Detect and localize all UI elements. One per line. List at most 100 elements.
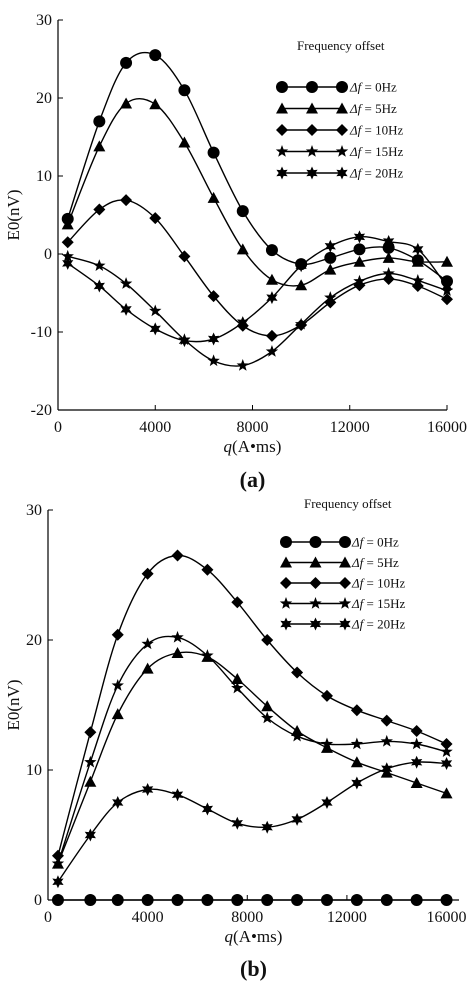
legend-entry-symbol: Δf xyxy=(351,617,366,632)
legend-marker xyxy=(306,166,318,180)
legend-entry-value: = 10Hz xyxy=(363,576,405,591)
data-point-marker xyxy=(61,236,74,249)
legend-entry-value: = 20Hz xyxy=(363,617,405,632)
legend-marker xyxy=(335,145,349,157)
x-tick-label: 16000 xyxy=(427,419,467,436)
y-tick-label: 0 xyxy=(34,892,42,909)
data-point-marker xyxy=(111,894,124,906)
legend-marker xyxy=(336,81,348,93)
legend-marker xyxy=(280,577,292,589)
legend-entry-symbol: Δf xyxy=(351,555,366,570)
panel-label: (a) xyxy=(240,467,266,492)
data-point-marker xyxy=(441,255,453,267)
legend-entry-label: Δf = 10Hz xyxy=(351,576,405,591)
legend-entry-value: = 20Hz xyxy=(361,166,403,181)
data-point-marker xyxy=(178,250,191,263)
legend-entry-value: = 0Hz xyxy=(361,80,397,95)
data-point-marker xyxy=(320,737,334,750)
series-circle xyxy=(51,894,453,906)
x-axis-label-variable: q xyxy=(224,437,233,456)
y-tick-label: 20 xyxy=(36,90,52,107)
data-point-marker xyxy=(291,812,303,826)
data-point-marker xyxy=(380,894,393,906)
series-line xyxy=(57,635,447,864)
legend-entry-value: = 15Hz xyxy=(363,596,405,611)
data-point-marker xyxy=(410,777,423,788)
panel-label: (b) xyxy=(240,956,267,981)
legend-entry-symbol: Δf xyxy=(351,535,366,550)
chart-panel-b: 0 4000 8000 12000 16000 0 10 20 30 q(A•ms) E0(nV) (… xyxy=(4,496,467,981)
y-tick-label: 0 xyxy=(44,246,52,263)
data-point-marker xyxy=(120,97,133,109)
data-point-marker xyxy=(261,820,273,834)
data-point-marker xyxy=(201,649,214,661)
data-point-marker xyxy=(120,194,133,207)
y-axis-label: E0(nV) xyxy=(4,680,23,731)
data-point-marker xyxy=(440,738,453,750)
data-point-marker xyxy=(324,251,337,264)
legend-marker xyxy=(276,102,288,114)
data-point-marker xyxy=(61,249,74,262)
legend-marker xyxy=(280,617,292,631)
data-point-marker xyxy=(350,756,363,768)
series-star6 xyxy=(52,755,453,889)
legend-marker xyxy=(309,617,322,631)
x-tick-label: 0 xyxy=(44,909,52,926)
data-point-marker xyxy=(324,239,336,253)
data-point-marker xyxy=(231,673,244,684)
data-point-marker xyxy=(207,332,220,346)
legend-marker xyxy=(306,102,318,114)
legend-entry-symbol: Δf xyxy=(349,166,364,181)
legend-marker xyxy=(305,145,319,157)
data-point-marker xyxy=(93,203,106,216)
data-point-marker xyxy=(440,745,453,758)
y-tick-label: -10 xyxy=(31,324,52,341)
data-point-marker xyxy=(295,259,307,273)
data-point-marker xyxy=(178,334,191,348)
data-point-marker xyxy=(410,725,423,737)
data-point-marker xyxy=(149,322,161,336)
data-point-marker xyxy=(410,894,423,906)
data-point-marker xyxy=(380,714,393,727)
x-axis-label-variable: q xyxy=(225,927,234,946)
legend-entry-label: Δf = 15Hz xyxy=(351,596,405,611)
data-point-marker xyxy=(231,596,244,609)
data-point-marker xyxy=(291,894,304,906)
legend-marker xyxy=(338,597,352,609)
y-tick-label: -20 xyxy=(31,402,52,419)
legend-entry-value: = 5Hz xyxy=(363,555,399,570)
data-point-marker xyxy=(353,243,366,256)
data-point-marker xyxy=(61,218,74,230)
legend-entry-label: Δf = 20Hz xyxy=(349,166,403,181)
data-point-marker xyxy=(353,230,366,244)
data-point-marker xyxy=(52,875,64,889)
data-point-marker xyxy=(112,796,124,809)
data-point-marker xyxy=(324,263,337,275)
data-point-marker xyxy=(295,279,308,291)
data-point-marker xyxy=(320,894,333,906)
data-point-marker xyxy=(142,783,154,796)
data-point-marker xyxy=(84,828,96,842)
data-point-marker xyxy=(93,140,106,152)
legend-marker xyxy=(306,124,318,136)
x-tick-label: 8000 xyxy=(231,909,263,926)
data-point-marker xyxy=(62,256,74,270)
data-point-marker xyxy=(324,291,337,303)
y-tick-label: 30 xyxy=(36,12,52,29)
data-point-marker xyxy=(149,98,162,110)
data-point-marker xyxy=(84,755,97,768)
y-axis-label: E0(nV) xyxy=(4,190,23,241)
legend-title: Frequency offset xyxy=(297,38,385,53)
legend-marker xyxy=(309,536,322,548)
legend-marker xyxy=(276,124,288,136)
legend-marker xyxy=(339,536,351,548)
legend-marker xyxy=(339,577,351,589)
x-axis-label: q(A•ms) xyxy=(225,927,283,946)
legend-entry-value: = 5Hz xyxy=(361,101,397,116)
data-point-marker xyxy=(353,255,366,267)
legend-entry-label: Δf = 20Hz xyxy=(351,617,405,632)
data-point-marker xyxy=(261,894,274,906)
legend-entry-value: = 10Hz xyxy=(361,123,403,138)
data-point-marker xyxy=(411,255,424,267)
data-point-marker xyxy=(265,244,278,257)
